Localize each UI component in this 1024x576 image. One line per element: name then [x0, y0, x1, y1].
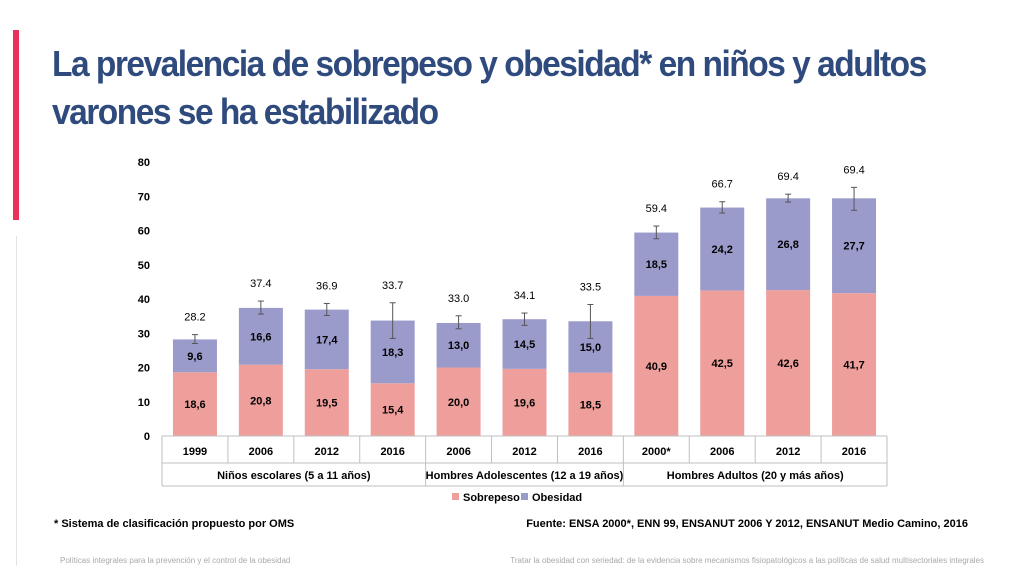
data-label-sobrepeso: 20,0 — [448, 397, 469, 409]
bar-sobrepeso — [766, 290, 811, 436]
x-tick-label: 2006 — [249, 446, 273, 458]
x-tick-label: 2016 — [578, 446, 602, 458]
bar-sobrepeso — [568, 372, 613, 436]
y-tick-label: 70 — [138, 191, 150, 203]
bar-obesidad — [766, 198, 811, 291]
data-label-sobrepeso: 15,4 — [382, 405, 404, 417]
x-tick-label: 2012 — [776, 446, 800, 458]
x-tick-label: 2016 — [380, 446, 404, 458]
legend-label-obesidad: Obesidad — [532, 492, 582, 504]
data-label-obesidad: 18,3 — [382, 347, 403, 359]
data-label-sobrepeso: 19,6 — [514, 397, 535, 409]
data-label-sobrepeso: 42,5 — [712, 358, 733, 370]
total-label: 69.4 — [843, 164, 864, 176]
total-label: 28.2 — [184, 312, 205, 324]
legend-swatch-obesidad — [521, 493, 528, 500]
bar-obesidad — [238, 307, 283, 365]
source-note: Fuente: ENSA 2000*, ENN 99, ENSANUT 2006… — [526, 518, 968, 530]
data-label-sobrepeso: 18,6 — [184, 399, 205, 411]
divider-line — [16, 236, 17, 566]
x-tick-label: 1999 — [183, 446, 207, 458]
y-tick-label: 80 — [138, 157, 150, 169]
y-tick-label: 50 — [138, 260, 150, 272]
x-tick-label: 2006 — [710, 446, 734, 458]
data-label-obesidad: 26,8 — [777, 239, 798, 251]
group-label: Hombres Adolescentes (12 a 19 años) — [426, 470, 624, 482]
total-label: 33.5 — [580, 281, 601, 293]
data-label-obesidad: 17,4 — [316, 334, 338, 346]
bar-sobrepeso — [634, 295, 679, 436]
x-tick-label: 2012 — [315, 446, 339, 458]
bar-sobrepeso — [172, 372, 217, 436]
data-label-sobrepeso: 18,5 — [580, 399, 601, 411]
bar-obesidad — [436, 322, 481, 368]
x-tick-label: 2016 — [842, 446, 866, 458]
x-tick-label: 2012 — [512, 446, 536, 458]
data-label-obesidad: 18,5 — [646, 259, 667, 271]
bar-sobrepeso — [370, 383, 415, 436]
data-label-sobrepeso: 40,9 — [646, 361, 667, 373]
data-label-obesidad: 14,5 — [514, 339, 535, 351]
x-tick-label: 2000* — [642, 446, 671, 458]
bar-sobrepeso — [436, 367, 481, 436]
y-tick-label: 60 — [138, 226, 150, 238]
total-label: 69.4 — [777, 171, 798, 183]
accent-bar — [13, 30, 19, 220]
y-tick-label: 20 — [138, 363, 150, 375]
data-label-sobrepeso: 41,7 — [843, 360, 864, 372]
bar-obesidad — [634, 232, 679, 296]
data-label-obesidad: 16,6 — [250, 331, 271, 343]
group-label: Hombres Adultos (20 y más años) — [667, 470, 844, 482]
y-tick-label: 30 — [138, 328, 150, 340]
data-label-sobrepeso: 20,8 — [250, 395, 271, 407]
total-label: 36.9 — [316, 280, 337, 292]
bar-sobrepeso — [832, 293, 877, 436]
legend-swatch-sobrepeso — [452, 493, 459, 500]
data-label-obesidad: 15,0 — [580, 342, 601, 354]
y-tick-label: 40 — [138, 294, 150, 306]
bar-obesidad — [304, 309, 349, 370]
y-tick-label: 0 — [144, 431, 150, 443]
bar-sobrepeso — [304, 369, 349, 436]
bar-obesidad — [832, 198, 877, 294]
total-label: 37.4 — [250, 278, 271, 290]
data-label-obesidad: 13,0 — [448, 340, 469, 352]
bar-obesidad — [700, 207, 745, 291]
y-tick-label: 10 — [138, 397, 150, 409]
bar-obesidad — [172, 339, 217, 373]
data-label-obesidad: 24,2 — [712, 244, 733, 256]
bar-sobrepeso — [238, 364, 283, 436]
footer-left: Políticas integrales para la prevención … — [60, 556, 291, 565]
legend-label-sobrepeso: Sobrepeso — [463, 492, 520, 504]
slide-title: La prevalencia de sobrepeso y obesidad* … — [52, 43, 927, 132]
bar-sobrepeso — [700, 290, 745, 436]
data-label-sobrepeso: 19,5 — [316, 398, 337, 410]
total-label: 59.4 — [646, 203, 667, 215]
total-label: 33.0 — [448, 293, 469, 305]
bar-sobrepeso — [502, 368, 547, 436]
data-label-obesidad: 27,7 — [843, 241, 864, 253]
group-label: Niños escolares (5 a 11 años) — [217, 470, 371, 482]
total-label: 33.7 — [382, 280, 403, 292]
data-label-sobrepeso: 42,6 — [777, 358, 798, 370]
x-tick-label: 2006 — [446, 446, 470, 458]
data-label-obesidad: 9,6 — [187, 351, 202, 363]
footnote: * Sistema de clasificación propuesto por… — [54, 518, 295, 530]
total-label: 66.7 — [712, 179, 733, 191]
footer-right: Tratar la obesidad con seriedad: de la e… — [510, 556, 984, 565]
total-label: 34.1 — [514, 290, 535, 302]
bar-obesidad — [502, 319, 547, 369]
